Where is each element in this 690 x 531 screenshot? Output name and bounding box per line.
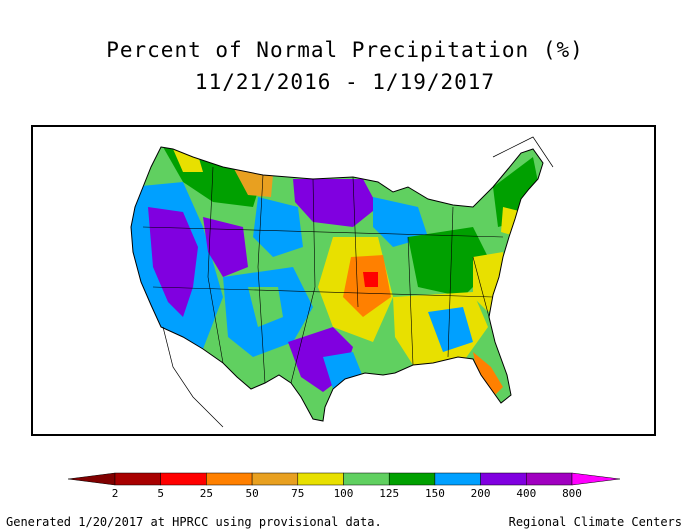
legend-swatch (251, 472, 299, 486)
legend-swatch (160, 472, 207, 486)
legend-swatch (297, 472, 344, 486)
map-date-range: 11/21/2016 - 1/19/2017 (194, 70, 496, 94)
legend-swatch (434, 472, 481, 486)
legend-tick-label: 50 (245, 487, 259, 500)
legend-swatch (388, 472, 436, 486)
legend-tick-label: 5 (157, 487, 164, 500)
footer-generated-note: Generated 1/20/2017 at HPRCC using provi… (6, 515, 382, 529)
legend-swatch (480, 472, 527, 486)
legend-tick-label: 800 (562, 487, 582, 500)
legend-tick-label: 125 (379, 487, 400, 500)
legend-tick-label: 25 (199, 487, 214, 500)
color-legend (67, 472, 621, 486)
legend-swatch (114, 472, 161, 486)
legend-tick-label: 150 (424, 487, 445, 500)
legend-end-right (571, 472, 621, 486)
footer-credit: Regional Climate Centers (508, 515, 682, 529)
legend-tick-label: 400 (516, 487, 537, 500)
legend-tick-label: 100 (333, 487, 354, 500)
legend-tick-label: 200 (470, 487, 491, 500)
precipitation-map (31, 125, 656, 436)
legend-swatch (526, 472, 573, 486)
legend-swatch (343, 472, 390, 486)
legend-tick-label: 75 (291, 487, 305, 500)
legend-end-left (67, 472, 116, 486)
map-title: Percent of Normal Precipitation (%) (106, 38, 584, 62)
legend-tick-label: 2 (111, 487, 119, 500)
legend-swatch (206, 472, 253, 486)
